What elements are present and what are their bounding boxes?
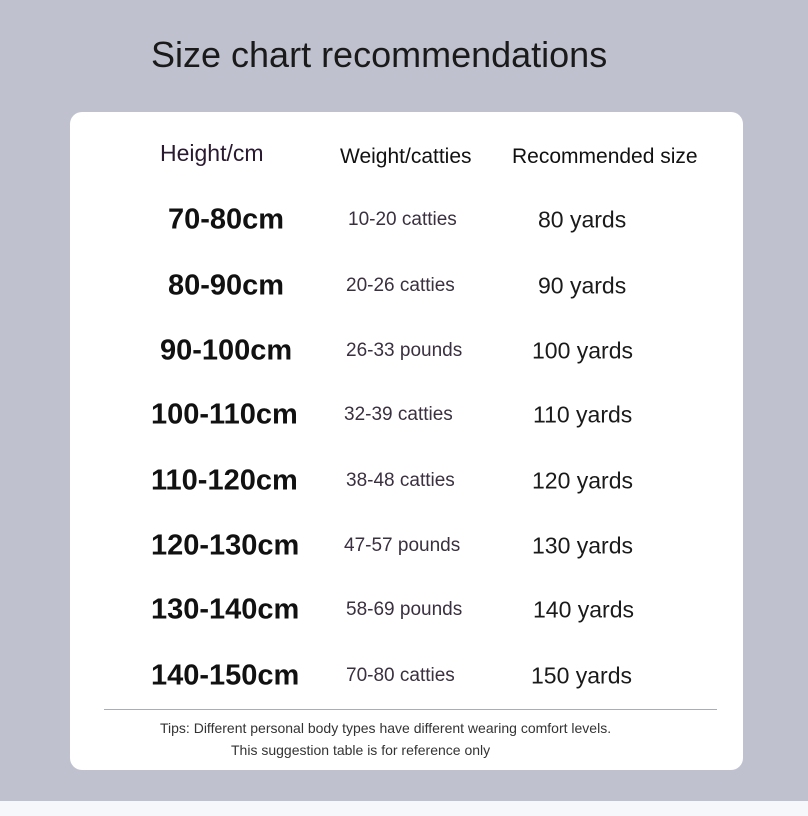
cell-size: 80 yards [538, 206, 627, 233]
header-weight: Weight/catties [340, 145, 472, 168]
bottom-strip [0, 801, 808, 816]
cell-height: 100-110cm [151, 398, 298, 431]
cell-height: 80-90cm [168, 269, 285, 302]
cell-size: 130 yards [532, 532, 634, 559]
tip-line-1: Tips: Different personal body types have… [160, 720, 612, 736]
cell-weight: 10-20 catties [348, 209, 457, 230]
cell-weight: 20-26 catties [346, 275, 455, 296]
page-title: Size chart recommendations [151, 34, 608, 75]
cell-weight: 26-33 pounds [346, 340, 463, 361]
cell-height: 90-100cm [160, 334, 293, 367]
cell-height: 120-130cm [151, 529, 300, 562]
cell-size: 110 yards [533, 401, 633, 428]
cell-weight: 32-39 catties [344, 404, 453, 425]
cell-size: 150 yards [531, 662, 633, 689]
cell-height: 70-80cm [168, 203, 285, 236]
cell-height: 140-150cm [151, 659, 300, 692]
tip-line-2: This suggestion table is for reference o… [231, 742, 491, 758]
divider [104, 709, 717, 710]
cell-weight: 58-69 pounds [346, 599, 463, 620]
cell-height: 110-120cm [151, 464, 298, 497]
cell-size: 120 yards [532, 467, 634, 494]
cell-size: 140 yards [533, 596, 635, 623]
header-height: Height/cm [160, 140, 264, 166]
cell-height: 130-140cm [151, 593, 300, 626]
cell-weight: 47-57 pounds [344, 535, 461, 556]
cell-size: 90 yards [538, 272, 627, 299]
cell-weight: 38-48 catties [346, 470, 455, 491]
header-size: Recommended size [512, 145, 698, 168]
cell-size: 100 yards [532, 337, 634, 364]
size-chart-card [70, 112, 743, 770]
cell-weight: 70-80 catties [346, 665, 455, 686]
